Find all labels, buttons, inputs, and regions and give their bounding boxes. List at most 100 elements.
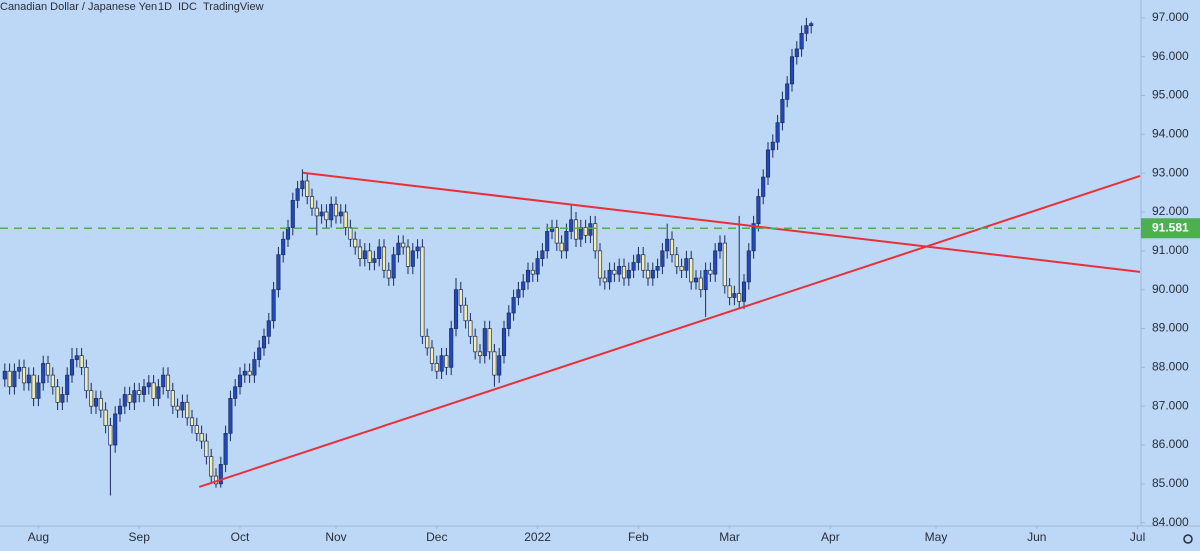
candle-body (161, 374, 166, 388)
candle-body (621, 266, 627, 279)
candle-body (41, 363, 46, 384)
candle-body (26, 374, 31, 384)
candle-body (631, 262, 636, 271)
candle-body (50, 374, 55, 388)
x-tick-label: Jul (1130, 530, 1145, 544)
candle-body (353, 238, 358, 248)
header: Canadian Dollar / Japanese Yen 1D IDC Tr… (0, 1, 264, 13)
candle-body (55, 386, 60, 403)
candle-body (741, 281, 747, 302)
candle-body (69, 359, 75, 376)
candle-body (578, 227, 583, 240)
candle-body (746, 250, 751, 283)
trendline (302, 171, 1141, 273)
candle-body (732, 293, 737, 298)
y-tick-label: 89.000 (1152, 321, 1189, 335)
candle-body (17, 366, 22, 372)
candle-body (343, 211, 348, 228)
y-tick-label: 95.000 (1152, 88, 1189, 102)
candle-body (151, 382, 156, 399)
candle-body (425, 335, 430, 349)
candle-body (665, 238, 670, 252)
candle-body (506, 312, 511, 329)
candle-body (708, 269, 713, 275)
candle-body (381, 246, 387, 271)
candle-body (473, 335, 478, 353)
candle-body (703, 269, 708, 291)
candle-body (809, 23, 814, 26)
candle-body (492, 351, 497, 376)
candle-body (36, 382, 41, 399)
candle-body (103, 409, 108, 426)
price-label-box (1141, 218, 1200, 239)
candle-body (674, 254, 679, 267)
candle-body (650, 269, 655, 279)
x-tick-label: Aug (28, 530, 49, 544)
candle-body (300, 180, 305, 190)
candle-body (804, 25, 809, 34)
candle-body (545, 231, 550, 252)
y-tick-label: 93.000 (1152, 165, 1189, 179)
candle-body (540, 250, 545, 259)
candle-body (564, 231, 569, 252)
candle-body (189, 417, 195, 426)
candle-body (348, 227, 353, 240)
candle-body (655, 266, 660, 271)
candle-body (756, 196, 761, 225)
candle-body (65, 374, 70, 395)
candle-body (449, 328, 454, 368)
candle-body (751, 223, 756, 252)
candle-body (737, 293, 742, 302)
candle-body (511, 297, 516, 314)
candle-body (429, 347, 435, 364)
candle-body (727, 285, 732, 298)
candle-body (185, 401, 190, 419)
candle-body (770, 141, 775, 151)
candle-body (401, 242, 406, 248)
y-tick-label: 92.000 (1152, 204, 1189, 218)
candle-body (12, 370, 17, 388)
candle-body (117, 405, 123, 415)
candle-body (233, 386, 238, 399)
candle-body (209, 456, 214, 477)
source: IDC (178, 1, 197, 13)
candle-body (799, 33, 804, 50)
candle-body (146, 382, 151, 388)
x-tick-label: Sep (129, 530, 151, 544)
candle-body (420, 246, 425, 337)
candle-body (794, 48, 799, 58)
candle-body (698, 277, 703, 291)
candle-body (468, 320, 473, 337)
candle-body (617, 266, 622, 275)
candle-body (689, 258, 694, 283)
candle-body (329, 203, 334, 221)
candle-body (79, 355, 84, 368)
candle-body (405, 246, 411, 267)
candle-body (463, 304, 468, 322)
candle-body (122, 394, 127, 407)
candle-body (228, 398, 233, 434)
x-tick-label: Mar (719, 530, 740, 544)
gear[interactable] (1183, 534, 1193, 544)
candle-body (477, 351, 483, 357)
candle-body (247, 370, 252, 376)
x-tick-label: 2022 (524, 530, 551, 544)
candle-body (583, 227, 588, 236)
x-tick-label: Oct (231, 530, 250, 544)
settings-icon[interactable] (1183, 534, 1193, 544)
candle-body (257, 347, 262, 360)
candle-body (789, 56, 795, 85)
candle-body (765, 149, 771, 178)
candle-body (377, 246, 382, 259)
candle-body (74, 355, 79, 360)
candle-body (386, 269, 391, 279)
candle-body (391, 254, 396, 279)
candle-body (660, 250, 665, 267)
candle-body (113, 413, 118, 446)
candle-body (7, 370, 12, 388)
candle-body (324, 211, 329, 221)
candle-body (319, 211, 324, 217)
candle-body (497, 355, 502, 376)
candle-body (525, 269, 531, 283)
candle-body (775, 122, 780, 143)
